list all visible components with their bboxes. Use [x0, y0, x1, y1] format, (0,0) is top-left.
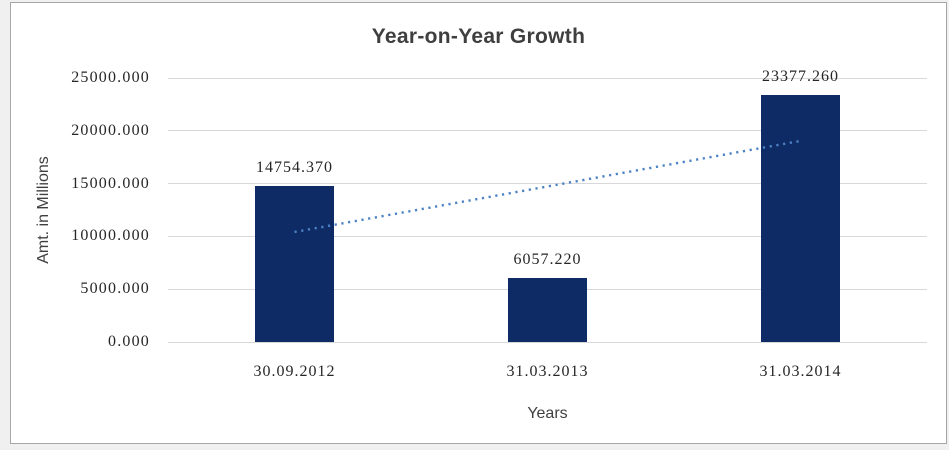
bar: [255, 186, 334, 342]
bar: [508, 278, 587, 342]
y-tick-label: 15000.000: [71, 174, 150, 192]
y-tick-label: 0.000: [108, 333, 150, 350]
bar-data-label: 6057.220: [513, 251, 582, 269]
y-tick-label: 25000.000: [71, 69, 150, 86]
x-category-label: 31.03.2013: [506, 363, 589, 380]
chart-title: Year-on-Year Growth: [371, 25, 586, 48]
y-tick-label: 20000.000: [71, 121, 150, 139]
bar-data-label: 23377.260: [762, 68, 839, 86]
gridline: [168, 235, 927, 237]
bar: [761, 95, 840, 342]
gridline: [168, 130, 927, 132]
y-tick-label: 10000.000: [71, 227, 150, 245]
bar-data-label: 14754.370: [256, 159, 333, 177]
x-axis-title: Years: [527, 405, 568, 422]
y-tick-label: 5000.000: [80, 280, 150, 298]
gridline: [168, 341, 927, 343]
x-category-label: 30.09.2012: [253, 363, 336, 380]
gridline: [168, 77, 927, 79]
x-category-label: 31.03.2014: [759, 363, 842, 380]
